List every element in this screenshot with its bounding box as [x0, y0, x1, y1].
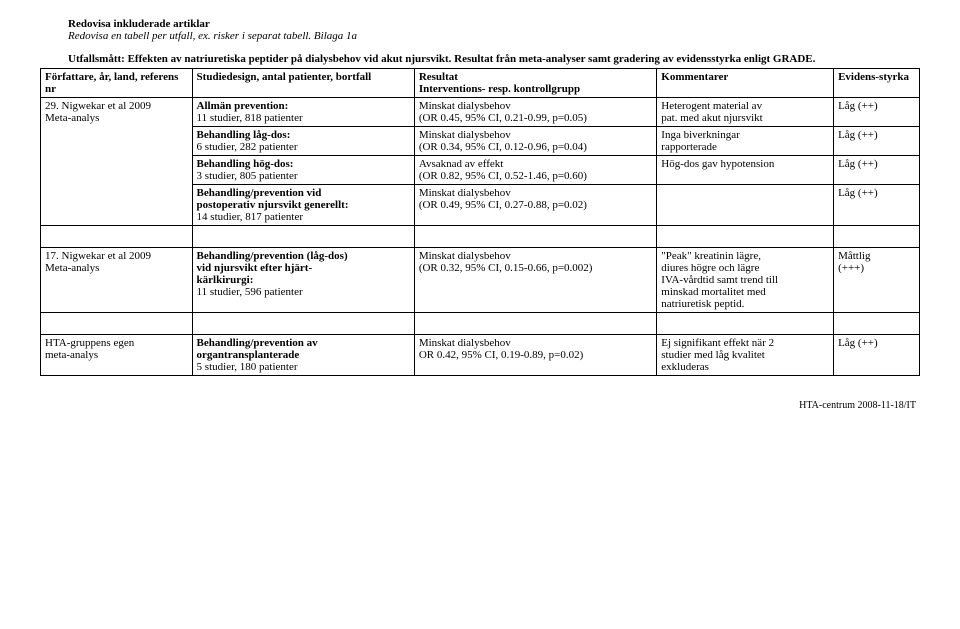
table-header-row: Författare, år, land, referensnr Studied…: [41, 69, 920, 98]
col-design: Studiedesign, antal patienter, bortfall: [192, 69, 414, 98]
cell-result: Minskat dialysbehov(OR 0.32, 95% CI, 0.1…: [414, 248, 656, 313]
cell-design: Behandling/prevention (låg-dos) vid njur…: [192, 248, 414, 313]
cell-comment: Heterogent material avpat. med akut njur…: [657, 98, 834, 127]
footer-text: HTA-centrum 2008-11-18/IT: [40, 400, 920, 411]
cell-ref: HTA-gruppens egenmeta-analys: [41, 335, 193, 376]
table-row: HTA-gruppens egenmeta-analys Behandling/…: [41, 335, 920, 376]
cell-comment: Hög-dos gav hypotension: [657, 156, 834, 185]
cell-comment: Inga biverkningarrapporterade: [657, 127, 834, 156]
cell-design: Allmän prevention:11 studier, 818 patien…: [192, 98, 414, 127]
cell-evidence: Låg (++): [834, 335, 920, 376]
spacer-row: [41, 313, 920, 335]
cell-result: Minskat dialysbehov(OR 0.34, 95% CI, 0.1…: [414, 127, 656, 156]
cell-evidence: Låg (++): [834, 98, 920, 127]
cell-design: Behandling hög-dos:3 studier, 805 patien…: [192, 156, 414, 185]
table-row: 17. Nigwekar et al 2009Meta-analys Behan…: [41, 248, 920, 313]
spacer-row: [41, 226, 920, 248]
cell-evidence: Låg (++): [834, 156, 920, 185]
cell-result: Avsaknad av effekt(OR 0.82, 95% CI, 0.52…: [414, 156, 656, 185]
cell-ref: 17. Nigwekar et al 2009Meta-analys: [41, 248, 193, 313]
col-result: ResultatInterventions- resp. kontrollgru…: [414, 69, 656, 98]
cell-design: Behandling låg-dos:6 studier, 282 patien…: [192, 127, 414, 156]
cell-result: Minskat dialysbehov(OR 0.49, 95% CI, 0.2…: [414, 185, 656, 226]
cell-comment: Ej signifikant effekt när 2 studier med …: [657, 335, 834, 376]
cell-ref: 29. Nigwekar et al 2009Meta-analys: [41, 98, 193, 226]
header-subtitle: Redovisa en tabell per utfall, ex. riske…: [68, 30, 920, 42]
table-row: 29. Nigwekar et al 2009Meta-analys Allmä…: [41, 98, 920, 127]
cell-evidence: Måttlig(+++): [834, 248, 920, 313]
cell-comment: "Peak" kreatinin lägre, diures högre och…: [657, 248, 834, 313]
cell-result: Minskat dialysbehov(OR 0.45, 95% CI, 0.2…: [414, 98, 656, 127]
header-title: Redovisa inkluderade artiklar: [68, 18, 920, 30]
col-comments: Kommentarer: [657, 69, 834, 98]
cell-design: Behandling/prevention vid postoperativ n…: [192, 185, 414, 226]
evidence-table: Författare, år, land, referensnr Studied…: [40, 68, 920, 376]
outcome-title: Utfallsmått: Effekten av natriuretiska p…: [68, 52, 848, 66]
cell-design: Behandling/prevention av organtransplant…: [192, 335, 414, 376]
cell-result: Minskat dialysbehovOR 0.42, 95% CI, 0.19…: [414, 335, 656, 376]
cell-evidence: Låg (++): [834, 185, 920, 226]
col-author: Författare, år, land, referensnr: [41, 69, 193, 98]
cell-comment: [657, 185, 834, 226]
col-evidence: Evidens-styrka: [834, 69, 920, 98]
cell-evidence: Låg (++): [834, 127, 920, 156]
